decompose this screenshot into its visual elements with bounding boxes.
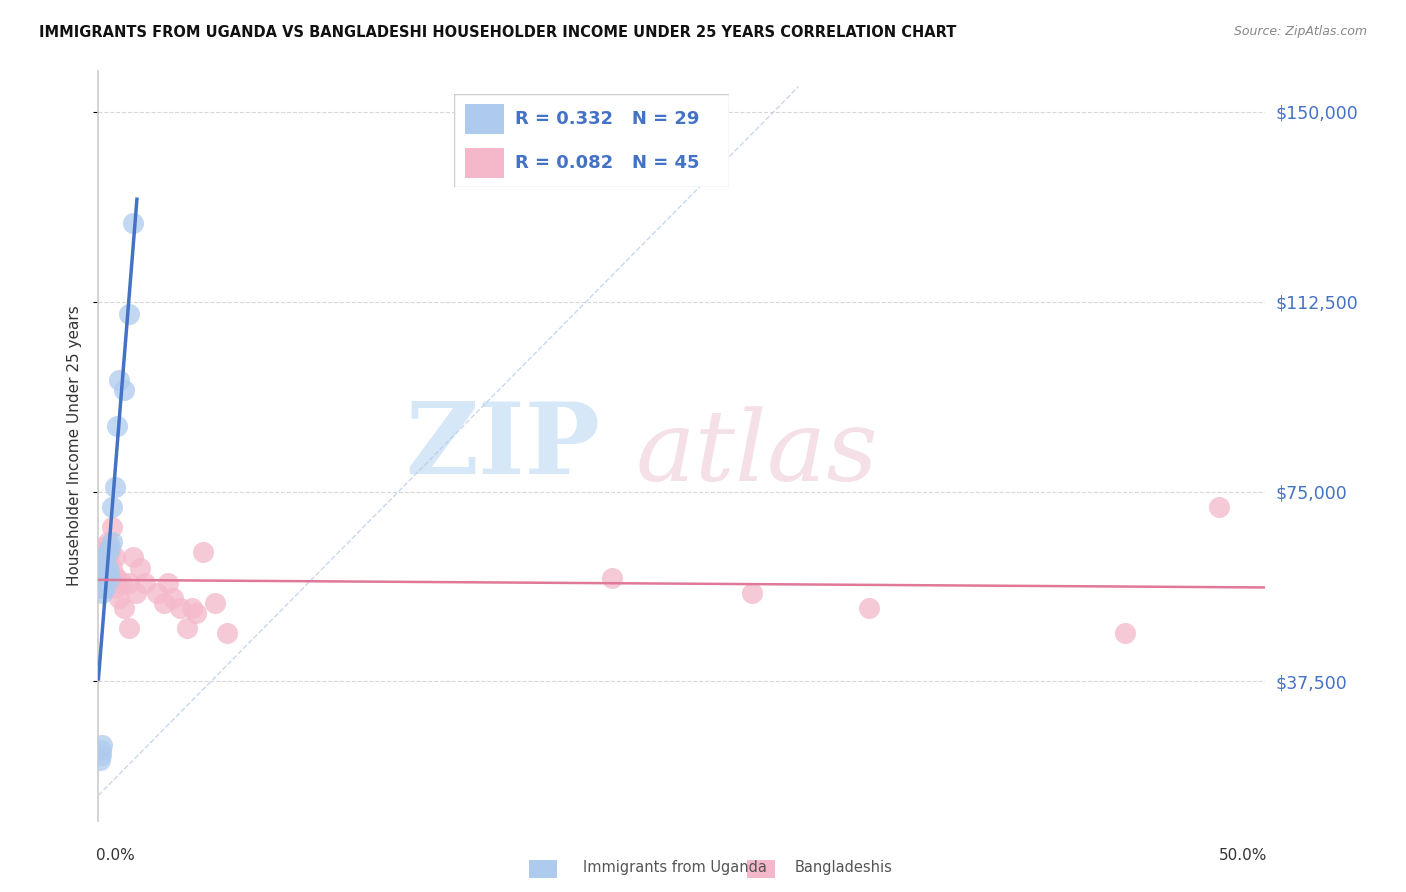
Point [104, 550, 127, 565]
Point [101, 500, 124, 514]
Point [90, 738, 112, 752]
Point [204, 596, 226, 610]
Point [111, 575, 134, 590]
Text: atlas: atlas [636, 406, 877, 501]
Point [90, 575, 112, 590]
Point [94, 581, 117, 595]
Point [91, 550, 114, 565]
Point [118, 575, 141, 590]
Point [105, 571, 128, 585]
Text: Bangladeshis: Bangladeshis [794, 861, 893, 875]
Y-axis label: Householder Income Under 25 years: Householder Income Under 25 years [67, 306, 83, 586]
Point [134, 575, 156, 590]
Point [97, 566, 120, 580]
Point [112, 384, 135, 398]
Point [90, 581, 112, 595]
Point [104, 479, 127, 493]
Point [112, 601, 135, 615]
Point [91, 560, 114, 574]
Point [152, 596, 174, 610]
Point [122, 550, 145, 565]
Point [169, 601, 191, 615]
Point [98, 545, 121, 559]
Point [94, 566, 117, 580]
Point [101, 535, 124, 549]
Point [90, 560, 112, 574]
Point [94, 556, 117, 570]
Point [162, 591, 184, 605]
Point [125, 586, 148, 600]
Point [108, 591, 131, 605]
Text: IMMIGRANTS FROM UGANDA VS BANGLADESHI HOUSEHOLDER INCOME UNDER 25 YEARS CORRELAT: IMMIGRANTS FROM UGANDA VS BANGLADESHI HO… [39, 25, 956, 40]
Text: Immigrants from Uganda: Immigrants from Uganda [583, 861, 768, 875]
Point [97, 560, 120, 574]
Point [91, 571, 114, 585]
Point [176, 621, 198, 635]
Point [105, 418, 128, 433]
Point [90, 743, 112, 757]
Text: 0.0%: 0.0% [96, 847, 135, 863]
Point [101, 520, 124, 534]
Point [1114, 626, 1136, 640]
Text: Source: ZipAtlas.com: Source: ZipAtlas.com [1233, 25, 1367, 38]
Point [105, 581, 128, 595]
Point [858, 601, 880, 615]
Point [90, 747, 112, 762]
Point [1208, 500, 1230, 514]
Point [90, 560, 112, 574]
Point [97, 545, 120, 559]
Point [129, 560, 152, 574]
Point [93, 541, 115, 555]
Point [97, 550, 120, 565]
Point [91, 550, 114, 565]
Point [90, 566, 112, 580]
Point [91, 566, 114, 580]
Point [97, 560, 120, 574]
Point [97, 535, 120, 549]
Text: 50.0%: 50.0% [1219, 847, 1268, 863]
Point [104, 571, 127, 585]
Point [90, 586, 112, 600]
Text: ZIP: ZIP [405, 398, 600, 494]
Point [94, 560, 117, 574]
Point [180, 601, 202, 615]
Point [157, 575, 180, 590]
Point [94, 571, 117, 585]
Point [90, 545, 112, 559]
Point [98, 571, 121, 585]
Point [93, 581, 115, 595]
Point [193, 545, 215, 559]
Point [118, 307, 141, 321]
Point [600, 571, 623, 585]
Point [146, 586, 169, 600]
Point [741, 586, 763, 600]
Point [215, 626, 238, 640]
Point [118, 621, 141, 635]
Point [98, 541, 121, 555]
Point [94, 550, 117, 565]
Point [98, 566, 121, 580]
Point [89, 753, 111, 767]
Point [122, 216, 145, 230]
Point [186, 606, 208, 620]
Point [101, 560, 124, 574]
Point [108, 373, 131, 387]
Point [94, 575, 117, 590]
